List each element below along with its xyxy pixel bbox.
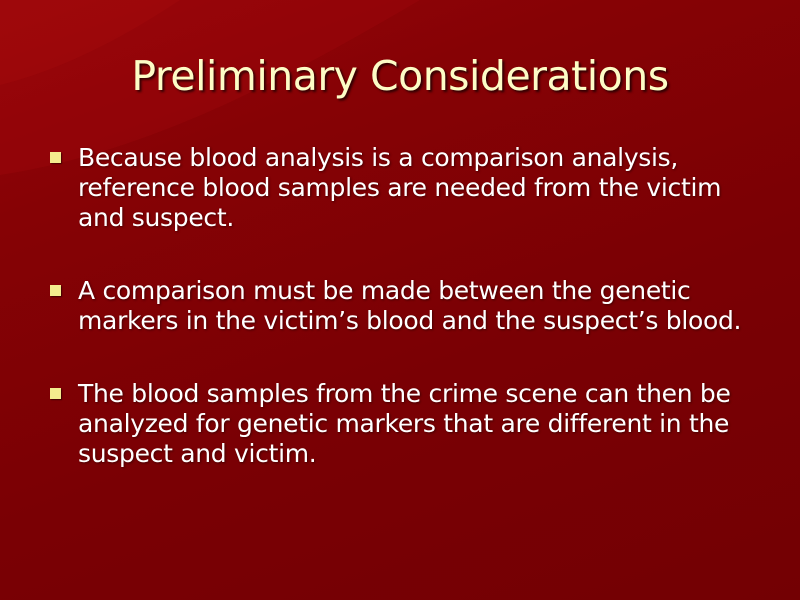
bullet-text: Because blood analysis is a comparison a… — [78, 143, 722, 232]
slide-title: Preliminary Considerations — [131, 52, 669, 100]
bullet-text: The blood samples from the crime scene c… — [78, 379, 731, 468]
bullet-text: A comparison must be made between the ge… — [78, 276, 742, 335]
square-bullet-icon — [50, 388, 61, 399]
bullet-item: Because blood analysis is a comparison a… — [48, 143, 768, 233]
bullet-item: The blood samples from the crime scene c… — [48, 379, 768, 469]
bullet-item: A comparison must be made between the ge… — [48, 276, 768, 336]
bullet-list: Because blood analysis is a comparison a… — [48, 143, 768, 512]
square-bullet-icon — [50, 152, 61, 163]
square-bullet-icon — [50, 285, 61, 296]
